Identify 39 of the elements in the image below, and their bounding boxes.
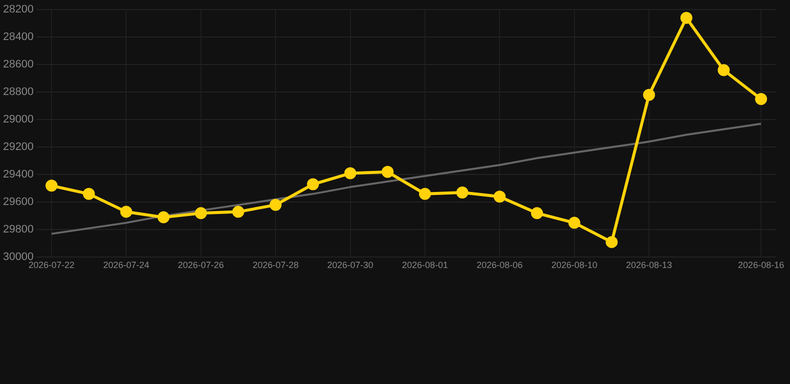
x-tick-label: 2026-07-22 [28,260,75,270]
point [382,166,394,178]
point [718,64,730,76]
point [456,186,468,199]
y-tick-label: 28800 [2,86,34,98]
y-tick-label: 28600 [2,58,34,71]
y-tick-label: 28400 [2,31,34,44]
point [270,198,282,211]
y-tick-label: 28200 [2,4,34,16]
x-tick-label: 2026-07-26 [178,260,224,270]
point [643,88,656,101]
point [568,216,580,229]
x-tick-label: 2026-07-24 [103,260,150,270]
y-tick-label: 29200 [2,141,34,154]
point [194,207,207,220]
point [606,236,618,248]
x-tick-label: 2026-07-30 [327,260,374,270]
point [418,188,431,200]
y-tick-label: 29000 [2,114,34,126]
point [344,167,356,180]
point [82,188,95,200]
point [680,12,692,24]
point [494,190,506,203]
point [232,206,244,218]
y-tick-label: 29800 [2,224,34,236]
x-tick-label: 2026-08-01 [402,260,448,270]
x-tick-label: 2026-07-28 [252,260,299,270]
point [755,93,768,106]
point [531,207,543,220]
x-tick-label: 2026-08-06 [476,260,523,270]
point [120,206,132,218]
x-tick-label: 2026-08-10 [551,260,598,270]
y-tick-label: 29400 [2,168,34,181]
x-tick-label: 2026-08-13 [626,260,672,270]
point [158,211,170,224]
point [46,180,58,192]
point [306,178,319,190]
y-tick-label: 29600 [2,196,34,208]
x-tick-label: 2026-08-16 [738,260,784,270]
